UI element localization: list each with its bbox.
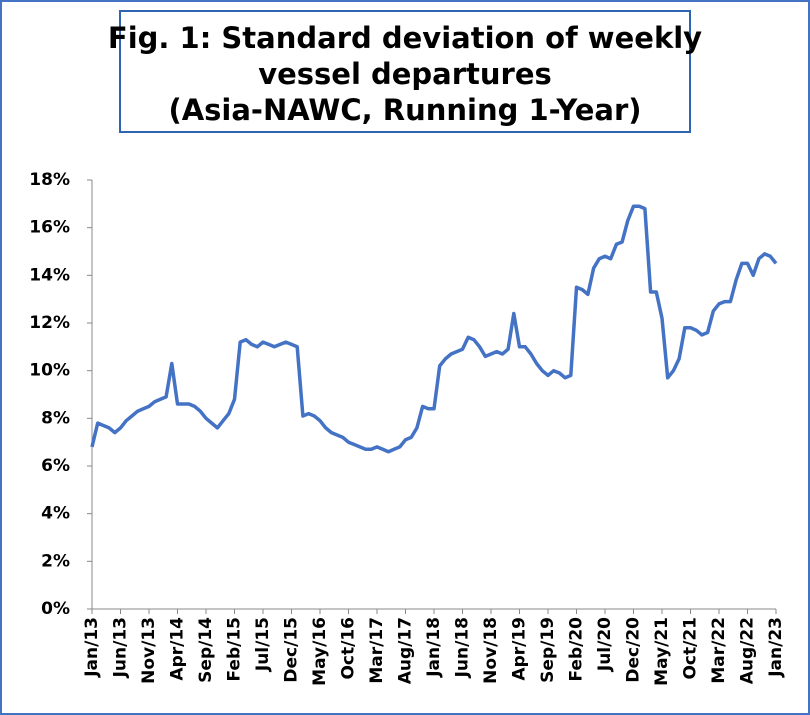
- x-tick-label: Aug/22: [738, 617, 758, 684]
- x-tick-label: Feb/20: [567, 617, 587, 682]
- x-tick-label: Dec/20: [624, 617, 644, 683]
- x-tick-label: Apr/14: [168, 617, 188, 681]
- line: [90, 204, 778, 454]
- x-tick-label: Jul/20: [595, 617, 615, 672]
- x-tick-label: May/16: [310, 617, 330, 686]
- y-tick-label: 18%: [29, 170, 70, 190]
- x-tick-label: Jul/15: [253, 617, 273, 672]
- y-tick-label: 12%: [29, 313, 70, 333]
- chart-title: vessel departures: [258, 57, 552, 91]
- y-tick-label: 4%: [41, 504, 70, 524]
- x-tick-label: Dec/15: [282, 617, 302, 683]
- x-tick-label: Mar/17: [367, 617, 387, 684]
- y-tick-label: 10%: [29, 361, 70, 381]
- x-tick-label: Jan/18: [424, 617, 444, 678]
- x-tick-label: May/21: [652, 617, 672, 686]
- y-tick-label: 8%: [41, 408, 70, 428]
- x-tick-label: Oct/16: [339, 617, 359, 680]
- x-tick-label: Sep/19: [538, 617, 558, 683]
- x-tick-label: Jan/13: [82, 617, 102, 678]
- x-tick-label: Oct/21: [681, 617, 701, 680]
- x-tick-label: Jun/18: [453, 617, 473, 678]
- x-tick-label: Feb/15: [225, 617, 245, 682]
- x-tick-label: Apr/19: [510, 617, 530, 681]
- x-tick-label: Jun/13: [111, 617, 131, 678]
- chart-title: (Asia-NAWC, Running 1-Year): [168, 93, 641, 127]
- y-tick-label: 16%: [29, 218, 70, 238]
- y-tick-label: 0%: [41, 599, 70, 619]
- title-box: [119, 10, 691, 133]
- y-tick-label: 2%: [41, 551, 70, 571]
- x-tick-label: Jan/23: [766, 617, 786, 678]
- x-tick-label: Nov/13: [139, 617, 159, 684]
- chart-title: Fig. 1: Standard deviation of weekly: [108, 21, 702, 55]
- x-tick-label: Aug/17: [396, 617, 416, 684]
- x-tick-label: Mar/22: [709, 617, 729, 684]
- y-tick-label: 14%: [29, 265, 70, 285]
- y-tick-label: 6%: [41, 456, 70, 476]
- x-tick-label: Nov/18: [481, 617, 501, 684]
- x-tick-label: Sep/14: [196, 617, 216, 683]
